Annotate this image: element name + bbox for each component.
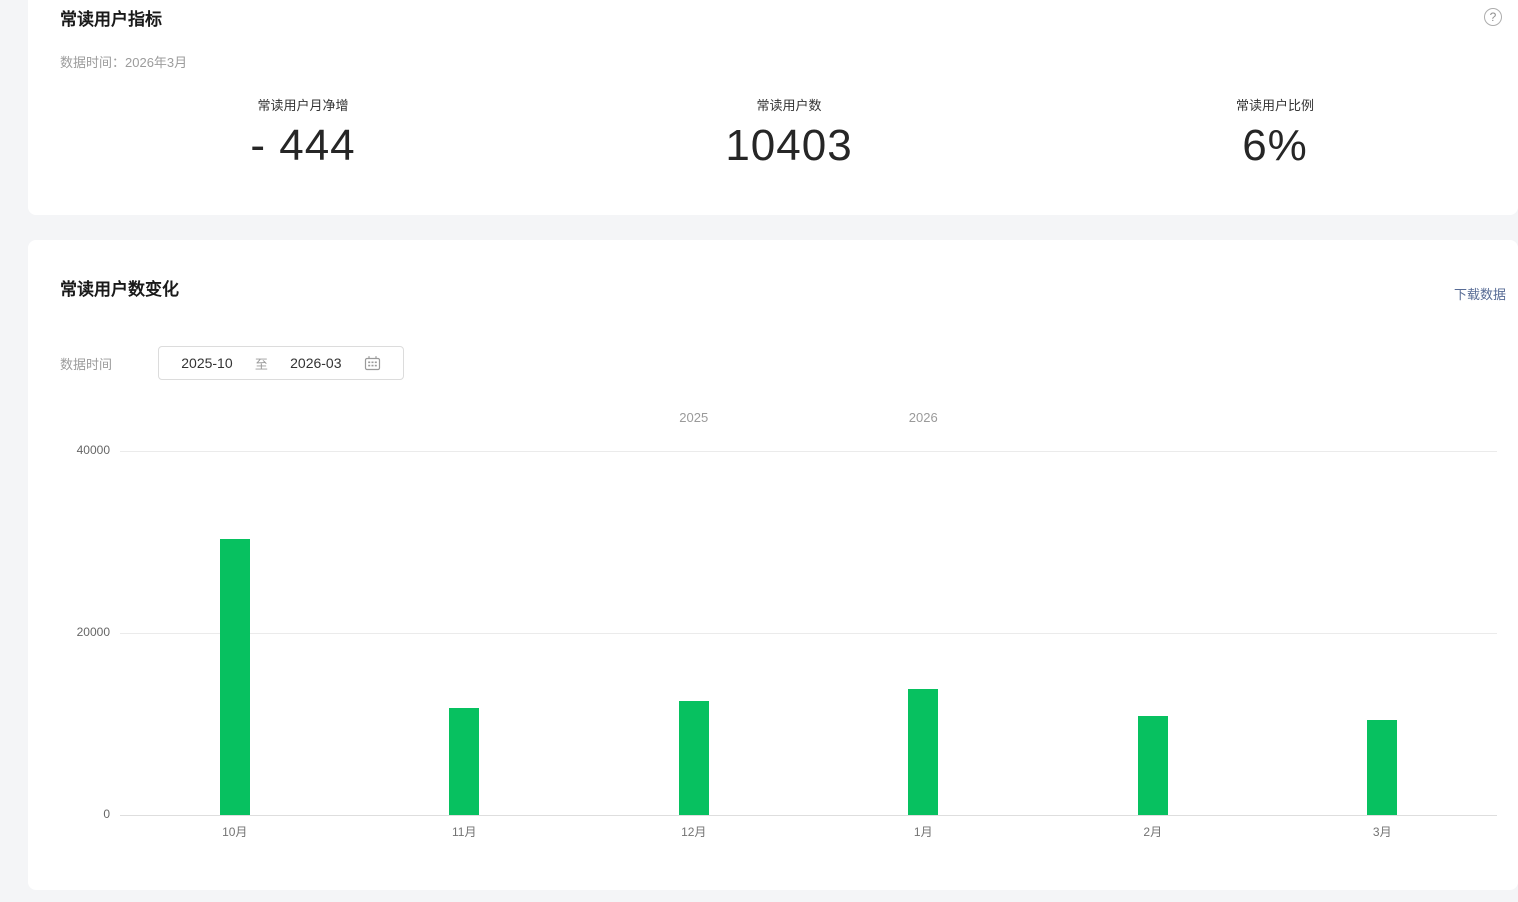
bar-12月[interactable] (678, 701, 709, 815)
chart-card-title: 常读用户数变化 (60, 280, 179, 299)
bar-2月[interactable] (1137, 716, 1168, 815)
bar-3月[interactable] (1367, 720, 1398, 815)
metrics-data-time: 数据时间：2026年3月 (60, 52, 1518, 71)
data-time-value: 2026年3月 (125, 55, 188, 70)
datepicker-label: 数据时间 (60, 356, 113, 372)
data-time-label: 数据时间： (60, 55, 126, 70)
x-axis-tick-label: 1月 (913, 825, 933, 839)
metrics-card-title: 常读用户指标 (60, 10, 162, 29)
metric-label: 常读用户月净增 (257, 98, 349, 113)
metric-net-increase: 常读用户月净增 - 444 (60, 95, 546, 172)
year-label: 2026 (908, 410, 938, 425)
gridline (120, 633, 1497, 634)
x-axis-tick-label: 11月 (452, 825, 477, 839)
year-label: 2025 (679, 410, 709, 425)
help-icon[interactable]: ? (1484, 8, 1502, 26)
metric-value: - 444 (250, 121, 356, 170)
metric-reader-ratio: 常读用户比例 6% (1032, 95, 1518, 172)
metric-value: 6% (1242, 121, 1308, 170)
question-mark-glyph: ? (1489, 10, 1497, 24)
date-range-start[interactable]: 2025-10 (181, 355, 233, 371)
x-axis-line (120, 815, 1497, 816)
date-range-end[interactable]: 2026-03 (290, 355, 342, 371)
bar-11月[interactable] (449, 707, 480, 815)
metric-label: 常读用户比例 (1235, 98, 1314, 113)
metric-label: 常读用户数 (756, 98, 822, 113)
metric-reader-count: 常读用户数 10403 (546, 95, 1032, 172)
date-range-separator: 至 (254, 356, 268, 372)
datepicker-row: 数据时间 2025-10 至 2026-03 (60, 346, 405, 380)
bar-1月[interactable] (908, 688, 939, 815)
bar-10月[interactable] (219, 539, 250, 815)
gridline (120, 451, 1497, 452)
regular-reader-metrics-card: 常读用户指标 ? 数据时间：2026年3月 常读用户月净增 - 444 常读用户… (28, 0, 1518, 215)
date-range-picker[interactable]: 2025-10 至 2026-03 (158, 346, 405, 380)
y-axis-tick-label: 20000 (76, 625, 110, 639)
x-axis-tick-label: 12月 (681, 825, 707, 839)
y-axis-tick-label: 0 (103, 807, 110, 821)
calendar-icon[interactable] (364, 355, 381, 371)
metric-value: 10403 (725, 121, 853, 170)
x-axis-tick-label: 10月 (222, 825, 248, 839)
y-axis-tick-label: 40000 (76, 443, 110, 457)
reader-count-change-card: 常读用户数变化 下载数据 数据时间 2025-10 至 2026-03 (28, 240, 1518, 890)
reader-count-bar-chart: 0 20000 40000 10月 11月 12月 1月 2月 3月 2025 2026 (28, 400, 1518, 860)
x-axis-tick-label: 2月 (1143, 825, 1163, 839)
metrics-row: 常读用户月净增 - 444 常读用户数 10403 常读用户比例 6% (60, 95, 1518, 172)
x-axis-tick-label: 3月 (1372, 825, 1392, 839)
download-data-link[interactable]: 下载数据 (1453, 287, 1506, 302)
